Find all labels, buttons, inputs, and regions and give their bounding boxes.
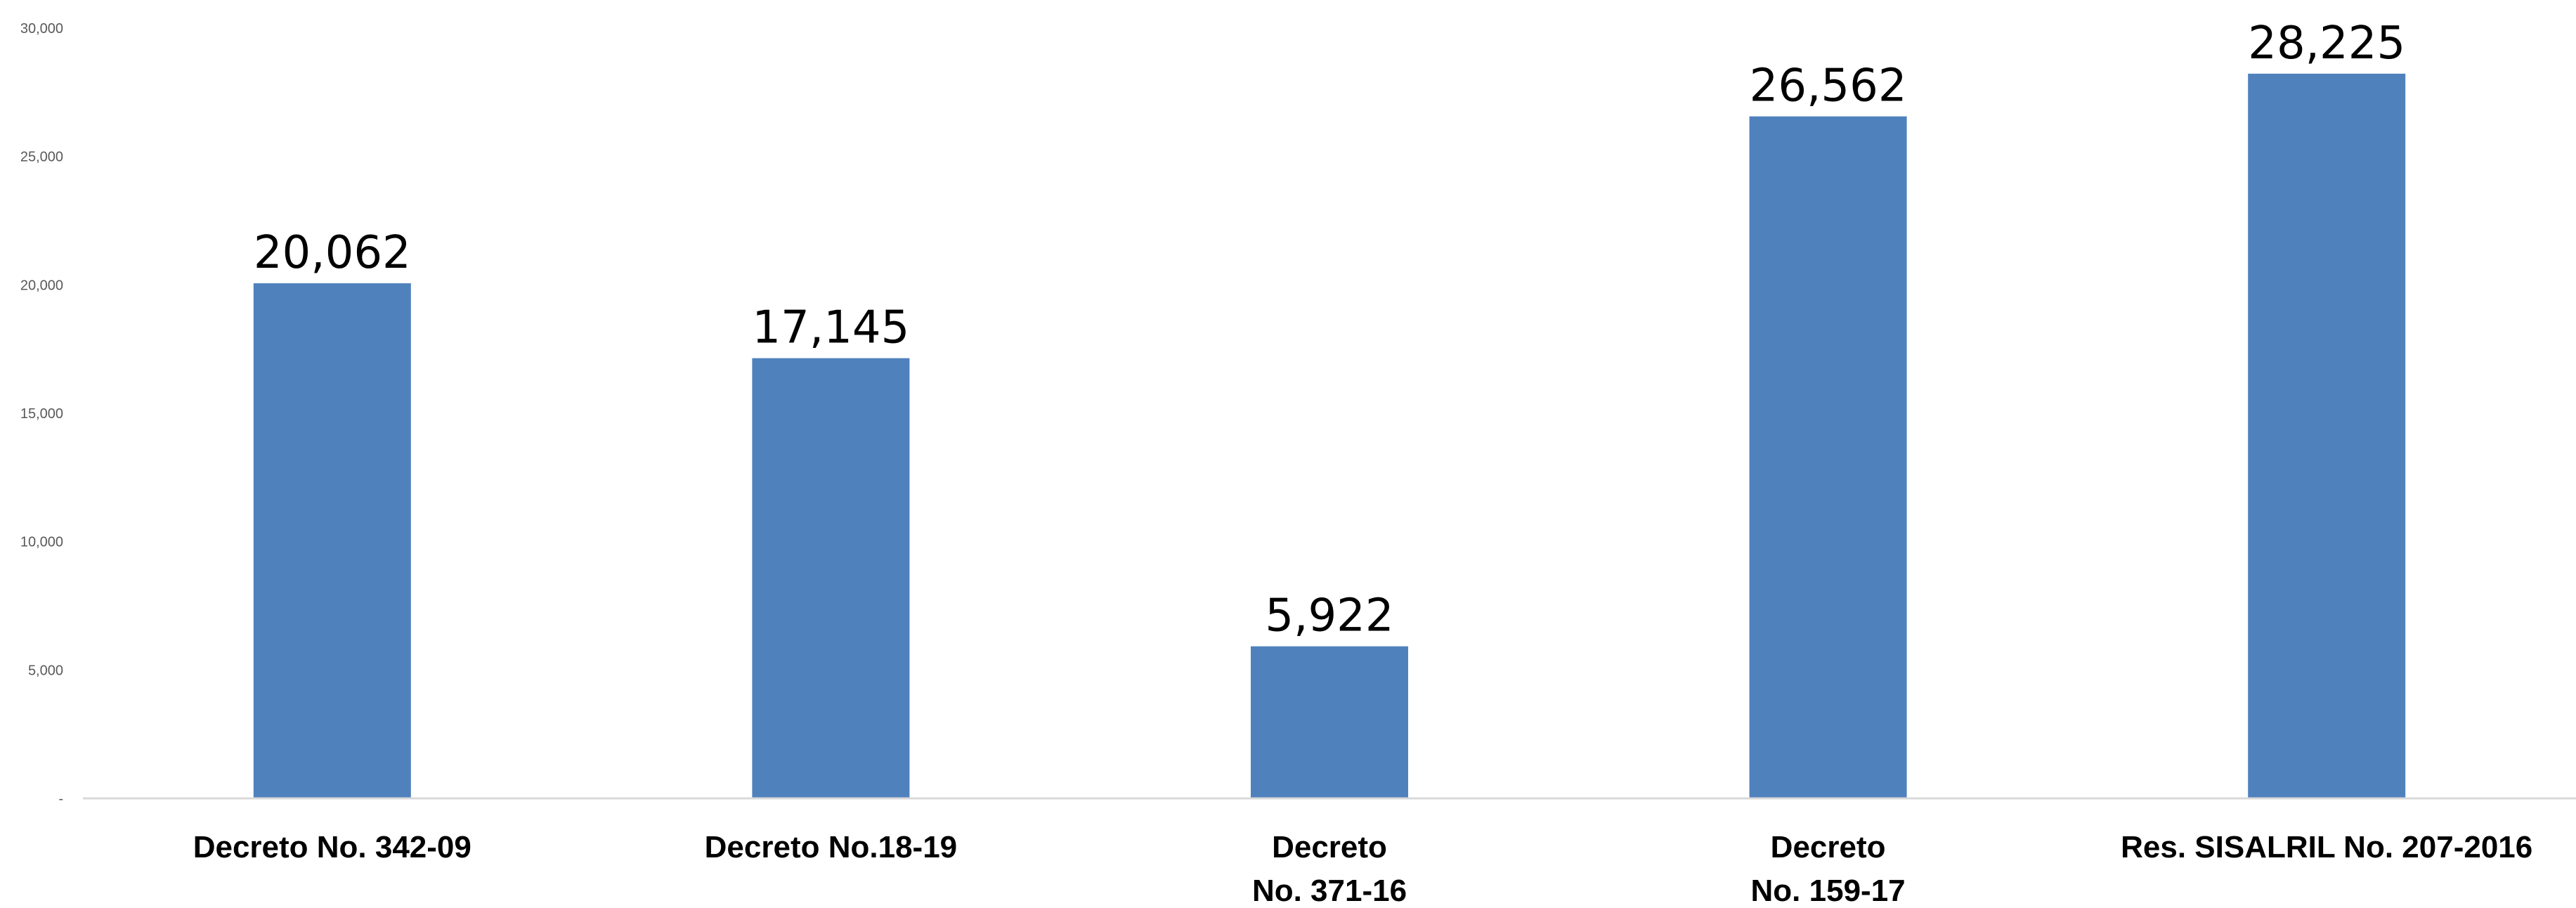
data-labels: 20,062 17,145 5,922 26,562 28,225 — [254, 18, 2405, 642]
data-label: 26,562 — [1750, 60, 1907, 112]
data-label: 20,062 — [254, 227, 411, 279]
x-tick-label: Decreto No. 342-09 — [193, 830, 471, 864]
data-label: 28,225 — [2248, 18, 2405, 70]
x-tick-label: Decreto No. 371-16 — [1252, 830, 1407, 908]
y-tick-label: 5,000 — [28, 663, 63, 678]
y-tick-label: 20,000 — [20, 278, 63, 293]
data-label: 17,145 — [752, 302, 909, 354]
bar — [1749, 116, 1907, 799]
x-axis-labels: Decreto No. 342-09 Decreto No.18-19 Decret… — [193, 830, 2533, 908]
y-tick-label: - — [58, 791, 63, 807]
x-tick-label: Decreto No.18-19 — [705, 830, 957, 864]
x-tick-label: Res. SISALRIL No. 207-2016 — [2121, 830, 2532, 864]
bar — [253, 283, 411, 799]
y-tick-label: 30,000 — [20, 21, 63, 37]
y-tick-label: 25,000 — [20, 150, 63, 165]
y-tick-label: 15,000 — [20, 406, 63, 422]
y-tick-label: 10,000 — [20, 535, 63, 550]
bars — [253, 73, 2406, 799]
x-tick-label: Decreto No. 159-17 — [1751, 830, 1906, 908]
bar — [752, 358, 910, 798]
data-label: 5,922 — [1265, 590, 1393, 642]
bar — [2248, 73, 2406, 798]
bar — [1251, 646, 1408, 798]
y-axis: - 5,000 10,000 15,000 20,000 25,000 30,000 — [20, 21, 63, 807]
